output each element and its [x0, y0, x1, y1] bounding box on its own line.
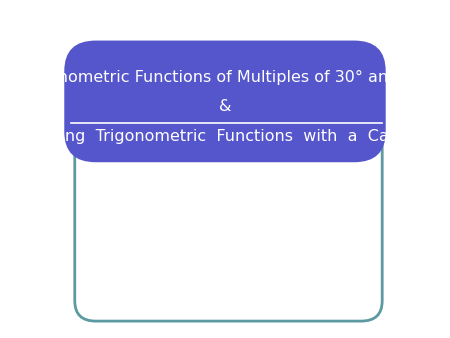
FancyBboxPatch shape	[64, 41, 386, 162]
FancyBboxPatch shape	[75, 51, 382, 321]
Text: &: &	[219, 99, 231, 114]
Text: Evaluating  Trigonometric  Functions  with  a  Calculator: Evaluating Trigonometric Functions with …	[0, 129, 450, 144]
Text: Trigonometric Functions of Multiples of 30° and 45°: Trigonometric Functions of Multiples of …	[18, 70, 432, 85]
